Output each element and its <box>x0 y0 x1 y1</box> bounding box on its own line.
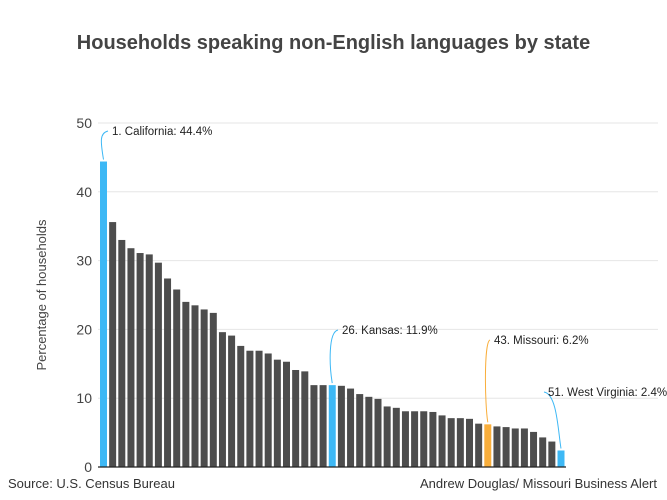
bar <box>136 253 144 467</box>
bar <box>383 406 391 467</box>
annotation-label: 43. Missouri: 6.2% <box>494 335 589 347</box>
bar <box>154 262 162 467</box>
bar <box>255 350 263 467</box>
bar <box>209 312 217 467</box>
bar <box>557 450 565 467</box>
source-note: Source: U.S. Census Bureau <box>8 476 175 491</box>
y-tick-label: 30 <box>76 253 92 269</box>
bar <box>337 385 345 467</box>
bar <box>520 428 528 467</box>
bar <box>173 289 181 467</box>
y-tick-label: 0 <box>84 459 92 475</box>
annotation-leader-line <box>329 329 339 384</box>
bar <box>429 411 437 467</box>
bar <box>456 418 464 467</box>
annotation-leader-line <box>100 130 109 160</box>
bar <box>164 278 172 467</box>
bar <box>484 424 492 467</box>
bar <box>310 385 318 467</box>
bar <box>328 385 336 467</box>
y-tick-label: 50 <box>76 115 92 131</box>
bar <box>273 359 281 467</box>
bar <box>237 345 245 467</box>
bar <box>246 350 254 467</box>
bar <box>411 411 419 467</box>
bar <box>365 396 373 467</box>
bar <box>100 161 107 467</box>
bar <box>347 388 355 467</box>
bar <box>401 411 409 467</box>
bar <box>466 418 473 467</box>
bar <box>319 385 327 467</box>
annotation-leader-line <box>543 391 562 449</box>
bar <box>228 335 236 467</box>
bar <box>200 309 208 467</box>
annotation-label: 26. Kansas: 11.9% <box>342 325 438 337</box>
bar <box>392 407 400 467</box>
chart-title: Households speaking non-English language… <box>76 32 591 54</box>
bar <box>264 353 272 467</box>
bar <box>118 239 126 467</box>
bar <box>283 361 290 467</box>
bar <box>145 254 153 467</box>
bar <box>438 415 446 467</box>
y-axis-label: Percentage of households <box>34 219 49 371</box>
bar <box>292 369 300 467</box>
bar <box>502 427 510 467</box>
bar <box>374 398 382 467</box>
annotation-label: 1. California: 44.4% <box>112 126 212 138</box>
bar <box>530 431 538 467</box>
bar <box>475 423 483 467</box>
bar <box>218 332 226 467</box>
bar <box>511 428 519 467</box>
bar <box>356 394 364 467</box>
bar <box>420 411 428 467</box>
annotation-leader-line <box>484 339 491 423</box>
annotation-label: 51. West Virginia: 2.4% <box>548 387 667 399</box>
bar <box>539 437 547 467</box>
bar <box>109 222 117 467</box>
bar <box>447 418 455 467</box>
bar <box>301 371 309 467</box>
bar <box>127 248 135 467</box>
credit-note: Andrew Douglas/ Missouri Business Alert <box>420 476 657 491</box>
bar <box>548 441 556 467</box>
bar <box>182 301 190 467</box>
y-tick-label: 10 <box>76 390 92 406</box>
y-tick-label: 40 <box>76 184 92 200</box>
bar <box>493 426 501 467</box>
y-tick-label: 20 <box>76 321 92 337</box>
bar <box>191 305 199 467</box>
